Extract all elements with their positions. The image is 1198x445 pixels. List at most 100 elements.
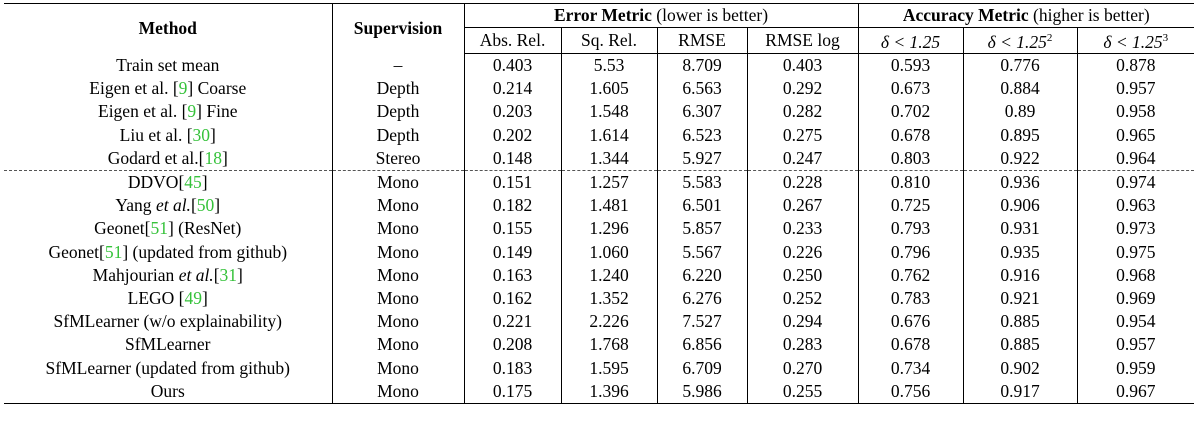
metric-value-cell: 0.208	[464, 333, 562, 357]
metric-value-cell: 0.89	[963, 100, 1078, 124]
metric-subheader-row: Abs. Rel. Sq. Rel. RMSE RMSE log δ < 1.25 δ <…	[4, 27, 1194, 55]
method-cell: Geonet[51] (ResNet)	[4, 217, 333, 241]
metric-value-cell: 5.857	[657, 217, 748, 241]
method-cell: Godard et al.[18]	[4, 146, 333, 171]
metric-value-cell: 1.595	[561, 356, 658, 380]
table-row: Yang et al.[50] Mono 0.182 1.481 6.501 0.267 0…	[4, 194, 1194, 218]
metric-value-cell: 1.605	[561, 77, 658, 101]
supervision-cell: Mono	[332, 286, 465, 311]
method-cell: LEGO [49]	[4, 286, 333, 311]
metric-value-cell: 1.768	[561, 333, 658, 357]
metric-value-cell: 0.151	[464, 169, 562, 195]
metric-value-cell: 2.226	[561, 310, 658, 334]
metric-value-cell: 0.935	[963, 240, 1078, 264]
supervision-cell: Depth	[332, 123, 465, 147]
supervision-cell: Mono	[332, 194, 465, 218]
metric-value-cell: 0.725	[858, 194, 964, 218]
method-cell: Ours	[4, 379, 333, 404]
citation-link[interactable]: 31	[219, 264, 238, 285]
metric-value-cell: 0.959	[1116, 357, 1156, 378]
table-row: Liu et al. [30] Depth 0.202 1.614 6.523 0.275…	[4, 123, 1194, 147]
table-header: Method Supervision Error Metric (lower i…	[4, 2, 1194, 55]
metric-value-cell: 0.221	[464, 310, 562, 334]
metric-value-cell: 0.878	[1116, 55, 1156, 76]
citation-link[interactable]: 51	[150, 218, 168, 239]
method-cell: Yang et al.[50]	[4, 194, 333, 218]
results-table: Method Supervision Error Metric (lower i…	[4, 2, 1194, 404]
table-row: SfMLearner (updated from github) Mono 0.18…	[4, 356, 1194, 380]
metric-value-cell: 6.220	[657, 263, 748, 287]
metric-value-cell: 1.257	[561, 169, 658, 195]
supervision-cell: Mono	[332, 263, 465, 287]
metric-value-cell: 0.974	[1077, 169, 1194, 195]
metric-value-cell: 5.53	[561, 53, 658, 78]
metric-value-cell: 0.292	[747, 77, 859, 101]
metric-value-cell: 0.734	[858, 356, 964, 380]
method-cell: Mahjourian et al.[31]	[4, 263, 333, 287]
metric-value-cell: 0.783	[858, 286, 964, 311]
metric-value-cell: 0.803	[858, 146, 964, 171]
metric-value-cell: 0.149	[464, 240, 562, 264]
metric-value-cell: 0.762	[858, 263, 964, 287]
citation-link[interactable]: 45	[184, 172, 202, 193]
metric-value-cell: 0.963	[1116, 195, 1156, 216]
metric-value-cell: 0.968	[1116, 264, 1156, 285]
supervision-cell: –	[332, 53, 465, 78]
metric-value-cell: 0.255	[747, 379, 859, 404]
table-body: Train set mean –0.403 5.53 8.709 0.403 0.593 0…	[4, 53, 1194, 404]
metric-value-cell: 0.885	[963, 333, 1078, 357]
metric-value-cell: 7.527	[657, 310, 748, 334]
table-row: SfMLearner Mono 0.208 1.768 6.856 0.283 0.678 0…	[4, 333, 1194, 357]
supervision-cell: Mono	[332, 217, 465, 241]
metric-value-cell: 0.403	[747, 53, 859, 78]
metric-value-cell: 6.307	[657, 100, 748, 124]
citation-link[interactable]: 51	[104, 241, 123, 262]
metric-value-cell: 0.148	[464, 146, 562, 171]
metric-value-cell: 0.270	[747, 356, 859, 380]
metric-value-cell: 6.523	[657, 123, 748, 147]
citation-link[interactable]: 50	[196, 195, 215, 216]
metric-value-cell: 0.155	[464, 217, 562, 241]
metric-value-cell: 1.548	[561, 100, 658, 124]
table-row: Eigen et al. [9] Fine Depth 0.203 1.548 6.30…	[4, 100, 1194, 124]
metric-value-cell: 1.481	[561, 194, 658, 218]
metric-value-cell: 5.583	[657, 169, 748, 195]
table-row: Geonet[51] (ResNet) Mono 0.155 1.296 5.857 0.…	[4, 217, 1194, 241]
accuracy-col-header: δ < 1.25	[858, 27, 964, 55]
metric-value-cell: 0.931	[963, 217, 1078, 241]
metric-value-cell: 0.676	[858, 310, 964, 334]
citation-link[interactable]: 30	[192, 124, 211, 145]
citation-link[interactable]: 9	[187, 101, 197, 122]
metric-value-cell: 0.267	[747, 194, 859, 218]
error-col-header: Sq. Rel.	[561, 27, 658, 55]
metric-value-cell: 6.501	[657, 194, 748, 218]
metric-value-cell: 0.252	[747, 286, 859, 311]
metric-value-cell: 1.240	[561, 263, 658, 287]
method-cell: SfMLearner	[4, 333, 333, 357]
metric-value-cell: 1.396	[561, 379, 658, 404]
metric-value-cell: 0.163	[464, 263, 562, 287]
metric-value-cell: 0.810	[858, 169, 964, 195]
accuracy-col-header: δ < 1.253	[1077, 27, 1194, 55]
metric-value-cell: 0.228	[747, 169, 859, 195]
accuracy-metric-group-header: Accuracy Metric (higher is better)	[858, 2, 1194, 29]
metric-value-cell: 0.954	[1116, 311, 1156, 332]
citation-link[interactable]: 18	[204, 147, 222, 168]
table-row: Ours Mono 0.175 1.396 5.986 0.255 0.756 0.917 0.…	[4, 379, 1194, 404]
metric-value-cell: 0.973	[1116, 218, 1156, 239]
method-cell: Liu et al. [30]	[4, 123, 333, 147]
metric-value-cell: 0.969	[1116, 287, 1156, 308]
metric-value-cell: 0.922	[963, 146, 1078, 171]
table-row: Godard et al.[18] Stereo 0.148 1.344 5.927 0.…	[4, 146, 1194, 171]
metric-value-cell: 0.275	[747, 123, 859, 147]
metric-value-cell: 0.975	[1116, 241, 1156, 262]
supervision-cell: Mono	[332, 240, 465, 264]
citation-link[interactable]: 49	[184, 287, 203, 308]
method-header: Method	[4, 2, 333, 54]
metric-value-cell: 0.964	[1116, 147, 1156, 168]
metric-value-cell: 0.403	[464, 53, 562, 78]
table-row: Mahjourian et al.[31] Mono 0.163 1.240 6.220…	[4, 263, 1194, 287]
metric-value-cell: 0.183	[464, 356, 562, 380]
citation-link[interactable]: 9	[178, 78, 188, 99]
metric-value-cell: 0.282	[747, 100, 859, 124]
